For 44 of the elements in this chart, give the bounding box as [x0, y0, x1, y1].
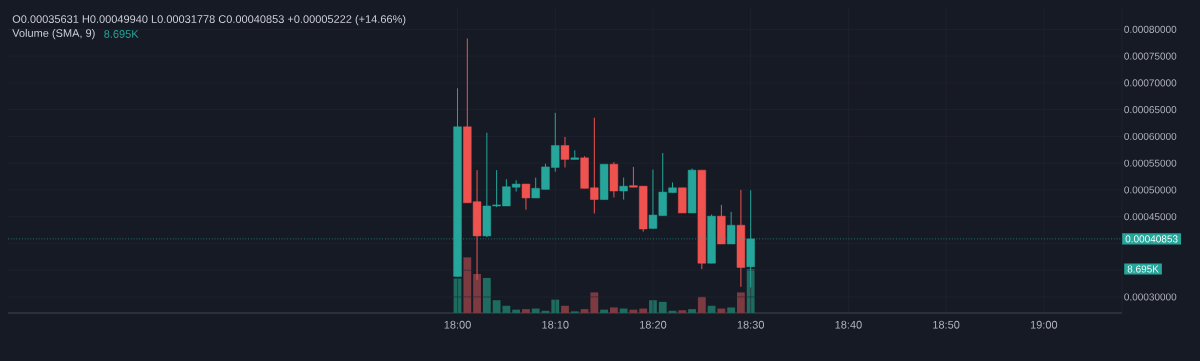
bar: [512, 309, 521, 313]
bar: [463, 257, 472, 313]
bar: [678, 310, 687, 313]
candlestick: [560, 136, 570, 168]
candlestick: [619, 177, 628, 201]
bar: [639, 308, 648, 313]
x-tick-label: 18:20: [640, 320, 667, 329]
ref-line-label: 0.00040853: [1125, 235, 1178, 243]
x-tick-label: 18:50: [933, 320, 960, 329]
x-tick-label: 18:00: [444, 320, 471, 329]
text: O0.00035631 H0.00049940 L0.00031778 C0.00040853 +0.00005222 (+14.66%): [12, 14, 406, 26]
bar: [590, 292, 599, 313]
bar: [609, 307, 618, 313]
y-tick-label: 0.00030000: [1124, 293, 1177, 301]
y-tick-label: 0.00060000: [1124, 132, 1177, 140]
bar: [561, 305, 569, 313]
bar: [531, 308, 540, 313]
x-tick-label: 18:40: [835, 320, 862, 329]
y-tick-label: 0.00080000: [1124, 25, 1177, 33]
y-tick-label: 0.00065000: [1124, 106, 1177, 114]
bar: [619, 308, 628, 313]
bar: [580, 309, 589, 313]
bar: [697, 296, 706, 313]
text: 8.695K: [104, 30, 139, 38]
candlestick: [521, 183, 531, 211]
y-tick-label: 0.00045000: [1124, 213, 1177, 221]
bar: [727, 307, 736, 313]
bar: [688, 309, 696, 313]
y-tick-label: 0.00070000: [1124, 79, 1177, 87]
bar: [482, 277, 491, 313]
bar: [522, 309, 530, 313]
x-tick-label: 19:00: [1030, 320, 1058, 329]
bar: [473, 274, 481, 313]
bar: [736, 292, 745, 313]
x-tick-label: 18:30: [737, 320, 765, 329]
bar: [717, 308, 726, 313]
text: 8.695K: [1127, 265, 1159, 273]
y-tick-label: 0.00075000: [1124, 52, 1177, 60]
x-tick-label: 18:10: [542, 320, 569, 329]
y-tick-label: 0.00050000: [1124, 186, 1177, 194]
chart-title: Volume (SMA, 9): [12, 28, 95, 40]
bar: [658, 301, 667, 313]
y-tick-label: 0.00055000: [1124, 159, 1177, 167]
bar: [600, 309, 609, 313]
